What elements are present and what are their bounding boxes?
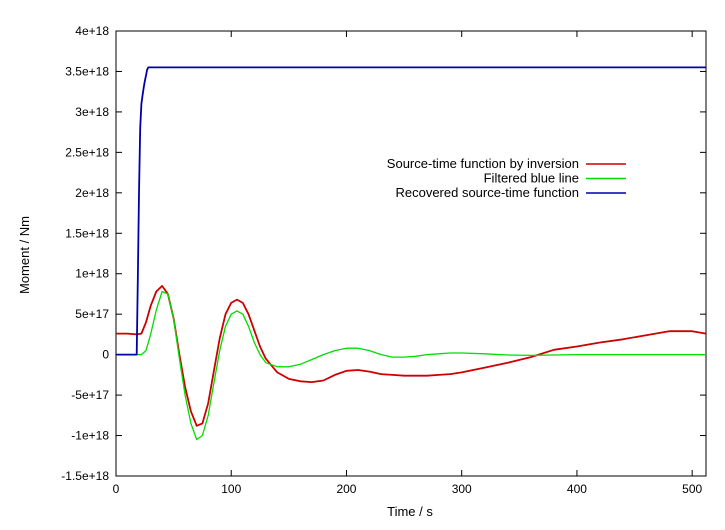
series-line-2 <box>116 290 706 441</box>
legend-entry-label: Recovered source-time function <box>395 185 579 200</box>
legend-entry-label: Source-time function by inversion <box>387 156 579 171</box>
y-tick-label: -5e+17 <box>71 388 109 402</box>
x-tick-label: 400 <box>567 482 587 496</box>
x-tick-label: 100 <box>221 482 241 496</box>
y-tick-label: -1e+18 <box>71 429 109 443</box>
y-tick-label: 3.5e+18 <box>65 64 109 78</box>
y-tick-label: 5e+17 <box>75 307 109 321</box>
y-tick-label: -1.5e+18 <box>61 469 109 483</box>
y-tick-labels: -1.5e+18 -1e+18 -5e+17 0 5e+17 1e+18 1.5e+18 2e… <box>61 24 109 483</box>
legend-entry-label: Filtered blue line <box>484 171 579 186</box>
y-tick-label: 4e+18 <box>75 24 109 38</box>
x-tick-labels: 0 100 200 300 400 500 <box>113 482 703 496</box>
plot-frame <box>115 30 707 477</box>
x-tick-label: 0 <box>113 482 120 496</box>
y-tick-label: 2.5e+18 <box>65 145 109 159</box>
tick-marks <box>115 30 706 477</box>
y-tick-label: 3e+18 <box>75 105 109 119</box>
x-tick-label: 500 <box>682 482 702 496</box>
x-tick-label: 200 <box>336 482 356 496</box>
y-tick-label: 1.5e+18 <box>65 226 109 240</box>
series-line-1 <box>116 284 707 427</box>
legend: Source-time function by inversionFiltere… <box>387 156 626 200</box>
series-lines <box>116 66 707 441</box>
y-tick-label: 0 <box>102 348 109 362</box>
series-line-3 <box>116 66 706 356</box>
x-axis-label: Time / s <box>387 504 433 519</box>
y-tick-label: 2e+18 <box>75 186 109 200</box>
y-axis-label: Moment / Nm <box>17 216 32 294</box>
y-tick-label: 1e+18 <box>75 267 109 281</box>
x-tick-label: 300 <box>452 482 472 496</box>
